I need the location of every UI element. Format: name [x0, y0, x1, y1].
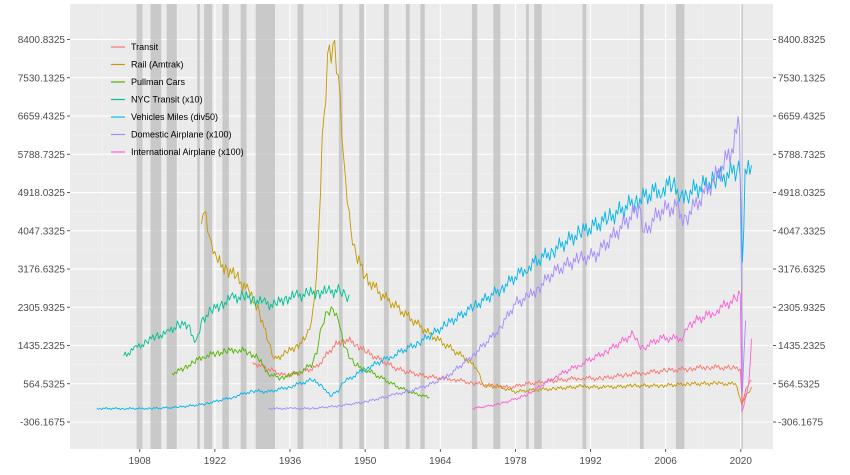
legend-label-nyc-transit: NYC Transit (x10): [131, 95, 203, 105]
y-tick-label-right: 8400.8325: [778, 35, 826, 46]
recession-band: [675, 4, 685, 449]
y-tick-label-right: 564.5325: [778, 379, 820, 390]
x-tick-label: 1922: [204, 456, 227, 467]
y-tick-label-left: 3176.6325: [18, 265, 66, 276]
recession-band: [222, 4, 229, 449]
y-tick-label-right: 6659.4325: [778, 112, 826, 123]
legend-label-transit: Transit: [131, 42, 159, 52]
legend-item-domestic-airplane: Domestic Airplane (x100): [111, 130, 232, 140]
recession-band: [297, 4, 304, 449]
x-tick-label: 1992: [579, 456, 602, 467]
recession-band: [383, 4, 389, 449]
legend-label-international-airplane: International Airplane (x100): [131, 147, 244, 157]
y-tick-label-right: 3176.6325: [778, 265, 826, 276]
recession-band: [166, 4, 177, 449]
recession-shading: [136, 4, 743, 449]
legend-item-international-airplane: International Airplane (x100): [111, 147, 244, 157]
recession-band: [493, 4, 501, 449]
legend-label-rail-amtrak: Rail (Amtrak): [131, 60, 184, 70]
legend: Transit Rail (Amtrak) Pullman Cars NYC T…: [111, 42, 244, 157]
series-line-domestic-airplane-x100: [268, 115, 747, 411]
legend-label-vehicles-miles: Vehicles Miles (div50): [131, 112, 218, 122]
y-tick-label-right: 4047.3325: [778, 226, 826, 237]
y-axis-right-ticks: -306.1675 564.5325 1435.2325 2305.9325 3176.…: [773, 35, 826, 429]
legend-label-domestic-airplane: Domestic Airplane (x100): [131, 130, 232, 140]
y-tick-label-left: 7530.1325: [18, 73, 66, 84]
recession-band: [240, 4, 247, 449]
y-tick-label-left: 4918.0325: [18, 188, 66, 199]
y-tick-label-left: 4047.3325: [18, 226, 66, 237]
x-tick-label: 1908: [129, 456, 152, 467]
y-tick-label-right: 2305.9325: [778, 303, 826, 314]
y-tick-label-left: 564.5325: [23, 379, 65, 390]
series-line-vehicles-miles-div50: [96, 159, 752, 411]
x-axis-ticks: 1908 1922 1936 1950 1964 1978 1992 2006 2020: [129, 449, 753, 467]
y-tick-label-left: 2305.9325: [18, 303, 66, 314]
series-line-rail-amtrak: [201, 39, 752, 406]
series-line-pullman-cars: [171, 306, 430, 399]
recession-band: [338, 4, 343, 449]
series-line-international-airplane-x100: [472, 290, 752, 413]
recession-band: [405, 4, 410, 449]
y-tick-label-right: 5788.7325: [778, 150, 826, 161]
x-tick-label: 2020: [730, 456, 753, 467]
legend-label-pullman-cars: Pullman Cars: [131, 77, 186, 87]
major-gridlines: [70, 4, 773, 449]
y-tick-label-right: 1435.2325: [778, 341, 826, 352]
series-line-nyc-transit-x10: [123, 283, 350, 357]
recession-band: [255, 4, 275, 449]
legend-item-nyc-transit: NYC Transit (x10): [111, 95, 203, 105]
y-tick-label-left: 6659.4325: [18, 112, 66, 123]
legend-item-rail-amtrak: Rail (Amtrak): [111, 60, 184, 70]
recession-band: [150, 4, 162, 449]
legend-item-pullman-cars: Pullman Cars: [111, 77, 186, 87]
recession-band: [526, 4, 529, 449]
y-tick-label-right: 7530.1325: [778, 73, 826, 84]
recession-band: [197, 4, 200, 449]
recession-band: [420, 4, 425, 449]
legend-item-vehicles-miles: Vehicles Miles (div50): [111, 112, 218, 122]
x-tick-label: 1936: [279, 456, 302, 467]
y-tick-label-right: -306.1675: [778, 418, 823, 429]
x-tick-label: 2006: [655, 456, 678, 467]
y-tick-label-left: 5788.7325: [18, 150, 66, 161]
recession-band: [359, 4, 365, 449]
y-tick-label-right: 4918.0325: [778, 188, 826, 199]
x-tick-label: 1950: [354, 456, 377, 467]
x-tick-label: 1964: [429, 456, 452, 467]
y-tick-label-left: 8400.8325: [18, 35, 66, 46]
recession-band: [471, 4, 478, 449]
series-lines: [96, 39, 752, 413]
y-tick-label-left: 1435.2325: [18, 341, 66, 352]
y-axis-left-ticks: -306.1675 564.5325 1435.2325 2305.9325 3176.…: [18, 35, 70, 429]
y-tick-label-left: -306.1675: [20, 418, 65, 429]
x-tick-label: 1978: [504, 456, 527, 467]
legend-item-transit: Transit: [111, 42, 159, 52]
recession-band: [534, 4, 542, 449]
recession-band: [136, 4, 143, 449]
recession-band: [204, 4, 213, 449]
recession-band: [582, 4, 587, 449]
recession-band: [741, 4, 743, 449]
